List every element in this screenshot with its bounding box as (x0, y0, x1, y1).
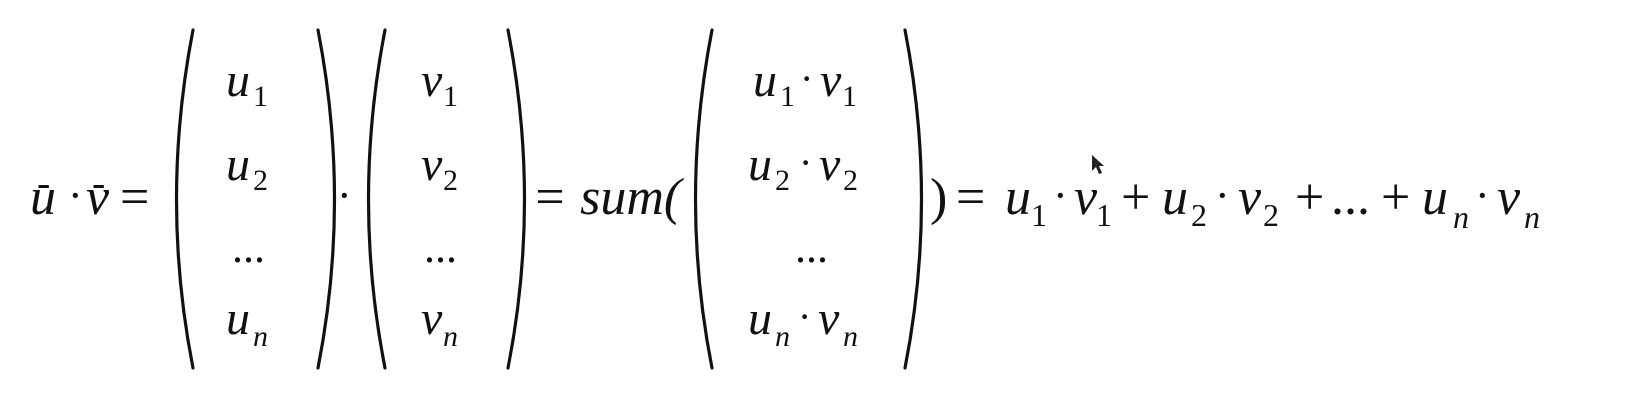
svg-text:1: 1 (443, 80, 458, 113)
vector-u-left-paren (174, 28, 195, 370)
svg-text:·: · (798, 294, 811, 339)
svg-text:v: v (421, 138, 443, 191)
svg-text:·: · (800, 56, 813, 101)
lhs-equals: = (120, 169, 149, 226)
svg-text:v: v (421, 54, 443, 107)
svg-text:1: 1 (1031, 197, 1047, 233)
vector-v-entry-1: v 1 (421, 54, 458, 113)
lhs-dot: · (68, 171, 83, 220)
lhs: - u · - v = (30, 160, 149, 226)
rhs-term-1: u 1 · v 1 (1005, 169, 1112, 233)
svg-text:v: v (820, 54, 842, 107)
svg-text:v: v (819, 138, 841, 191)
svg-text:2: 2 (443, 164, 458, 197)
svg-text:u: u (1422, 169, 1448, 226)
between-vectors-dot: · (337, 171, 352, 220)
lhs-u: u (30, 169, 56, 226)
vector-v-entry-n: v n (421, 292, 458, 353)
vector-u-right-paren (316, 28, 337, 370)
svg-text:·: · (1053, 171, 1068, 220)
u-arrow: - (37, 160, 50, 205)
svg-text:u: u (748, 292, 772, 345)
lhs-v: v (86, 169, 110, 226)
svg-text:u: u (1005, 169, 1031, 226)
vector-uv-left-paren (693, 28, 714, 370)
svg-text:·: · (1475, 171, 1490, 220)
vector-u-entry-n: u n (226, 292, 268, 353)
svg-text:v: v (818, 292, 840, 345)
svg-text:u: u (753, 54, 777, 107)
vector-uv-entry-2: u 2 · v 2 (748, 138, 858, 197)
svg-text:...: ... (424, 223, 457, 272)
svg-text:n: n (443, 320, 458, 353)
svg-text:v: v (1074, 169, 1098, 226)
rhs-term-2: u 2 · v 2 (1162, 169, 1279, 233)
v-arrow: - (92, 160, 105, 205)
vector-v-left-paren (366, 28, 387, 370)
rhs-ellipsis: ... (1331, 169, 1370, 226)
vector-uv-entry-3: ... (795, 223, 828, 272)
vector-u-entry-3: ... (232, 223, 265, 272)
svg-text:v: v (1497, 169, 1521, 226)
svg-text:n: n (775, 320, 790, 353)
sum-label: = sum( (532, 169, 684, 226)
rhs-plus-1: + (1121, 169, 1150, 226)
rhs-equals: = (956, 169, 985, 226)
svg-text:u: u (226, 54, 250, 107)
rhs-plus-2: + (1295, 169, 1324, 226)
rhs-plus-3: + (1381, 169, 1410, 226)
svg-text:n: n (843, 320, 858, 353)
svg-text:1: 1 (842, 80, 857, 113)
svg-text:1: 1 (780, 80, 795, 113)
vector-uv-entry-n: u n · v n (748, 292, 858, 353)
vector-v: v 1 v 2 ... v n (366, 28, 527, 370)
svg-text:u: u (748, 138, 772, 191)
svg-text:...: ... (795, 223, 828, 272)
svg-text:n: n (1524, 199, 1540, 235)
vector-u-entry-2: u 2 (226, 138, 268, 197)
svg-text:2: 2 (775, 164, 790, 197)
svg-text:2: 2 (253, 164, 268, 197)
svg-text:·: · (1215, 171, 1230, 220)
vector-uv-entry-1: u 1 · v 1 (753, 54, 857, 113)
svg-text:n: n (253, 320, 268, 353)
svg-text:1: 1 (253, 80, 268, 113)
vector-u-entry-1: u 1 (226, 54, 268, 113)
svg-text:2: 2 (1263, 197, 1279, 233)
rhs-term-n: u n · v n (1422, 169, 1540, 235)
svg-text:2: 2 (843, 164, 858, 197)
svg-text:n: n (1453, 199, 1469, 235)
svg-text:·: · (799, 140, 812, 185)
svg-text:2: 2 (1191, 197, 1207, 233)
vector-v-entry-3: ... (424, 223, 457, 272)
sum-close-paren: ) (930, 169, 947, 226)
mouse-cursor-icon (1092, 155, 1104, 174)
svg-text:v: v (1238, 169, 1262, 226)
svg-text:u: u (226, 292, 250, 345)
svg-text:...: ... (232, 223, 265, 272)
svg-text:u: u (1162, 169, 1188, 226)
svg-text:v: v (421, 292, 443, 345)
vector-uv-right-paren (903, 28, 924, 370)
vector-u: u 1 u 2 ... u n (174, 28, 337, 370)
vector-uv: u 1 · v 1 u 2 · v 2 ... u n · v n (693, 28, 924, 370)
svg-text:u: u (226, 138, 250, 191)
svg-text:1: 1 (1096, 197, 1112, 233)
vector-v-entry-2: v 2 (421, 138, 458, 197)
vector-v-right-paren (506, 28, 527, 370)
